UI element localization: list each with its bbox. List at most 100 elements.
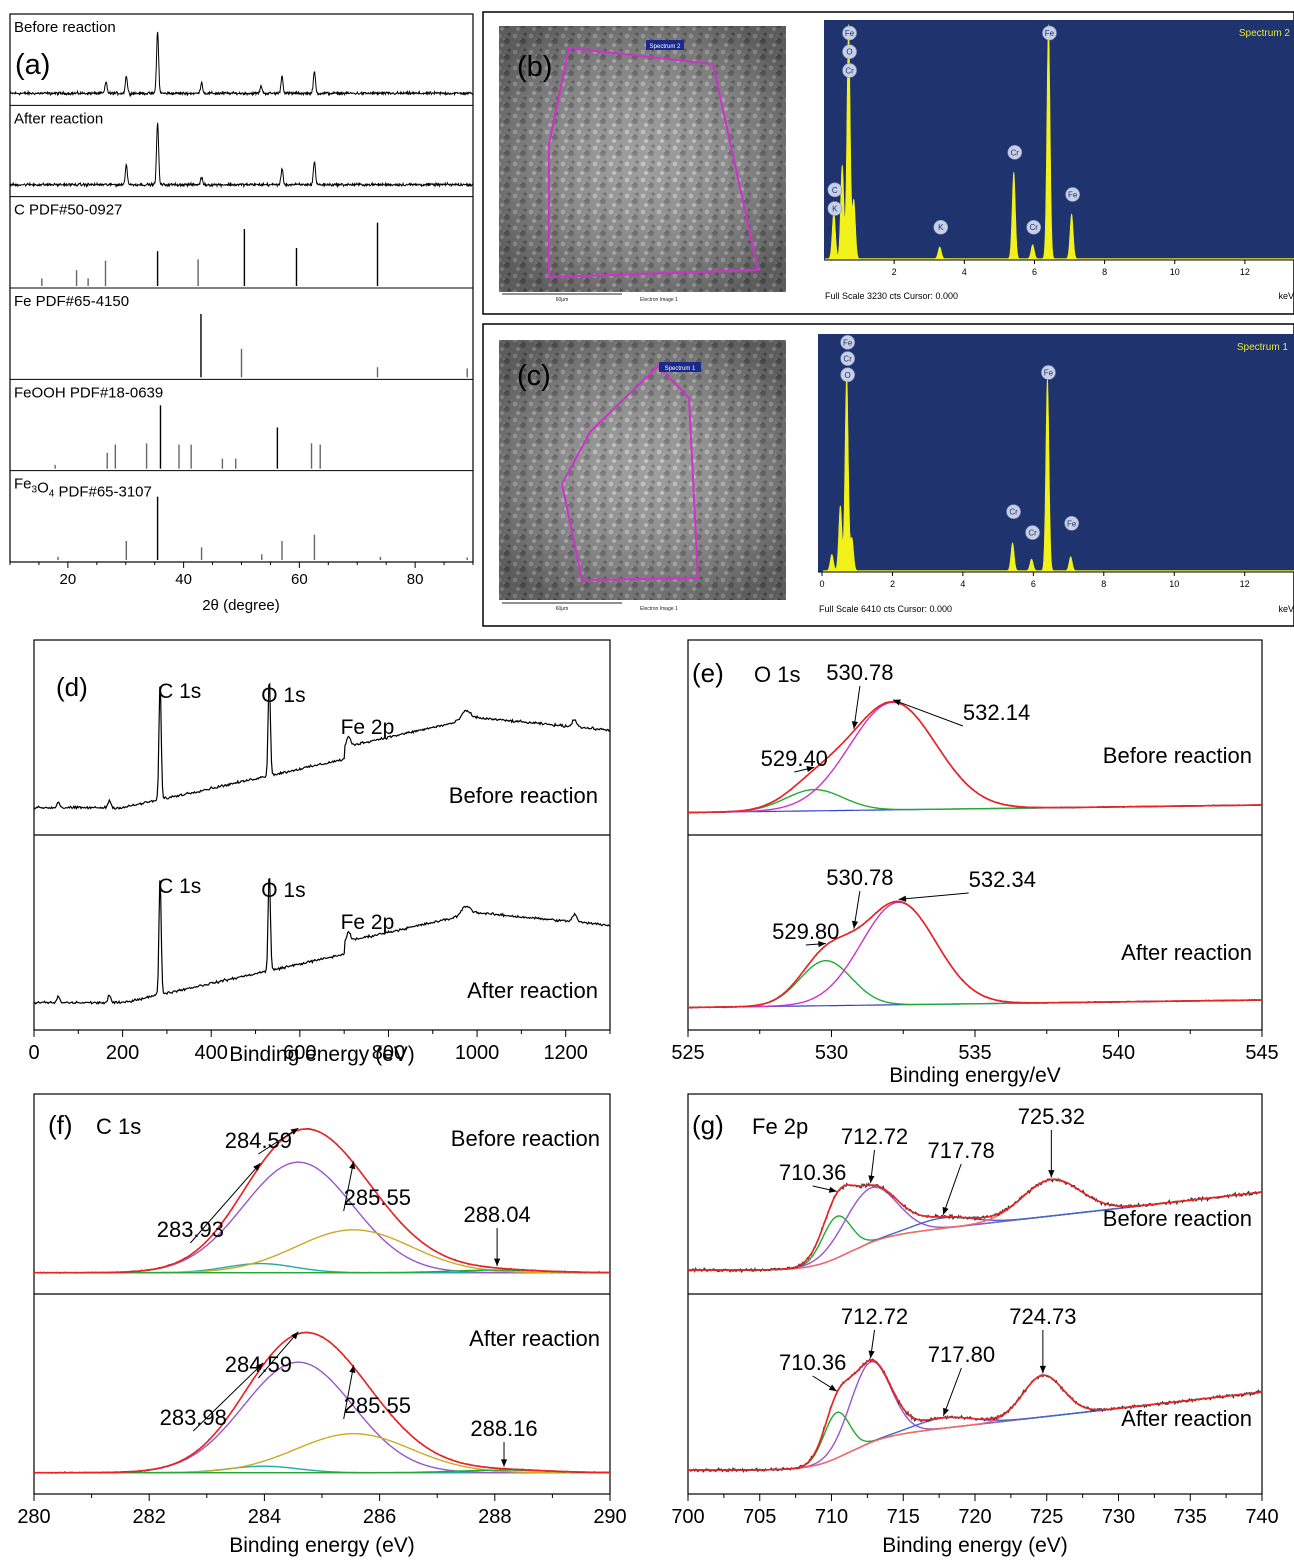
xps-survey-line — [33, 877, 611, 1005]
xps-annotation-arrowhead — [806, 765, 815, 773]
eds-spectrum-peaks — [821, 373, 1294, 573]
xps-fit-envelope — [34, 1128, 610, 1274]
xps-peak-annotation: 724.73 — [1009, 1304, 1076, 1329]
xps-xtick-label: 530 — [815, 1042, 848, 1064]
eds-element-label: Cr — [1028, 529, 1037, 538]
xps-peak-annotation: 284.59 — [225, 1352, 292, 1377]
panel-g-xps: 700 705 710 715 720 725 730 735 740 Binding energ… — [671, 1093, 1279, 1557]
xps-background-line — [688, 1191, 1263, 1271]
xps-peak-annotation: 284.59 — [225, 1128, 292, 1153]
xrd-xtick-label: 60 — [291, 571, 308, 588]
panel-b-spectrum-region — [548, 46, 760, 279]
panel-letter: (g) — [692, 1110, 724, 1140]
eds-element-marker — [840, 335, 855, 350]
panel-b-eds-spectrum: Fe O Cr C K K Cr Cr Fe Fe 2 4 6 8 10 12 — [823, 24, 1294, 277]
eds-element-label: C — [832, 186, 838, 195]
eds-xtick-label: 0 — [819, 579, 824, 589]
xps-peak-annotation: 717.78 — [927, 1138, 994, 1163]
xps-xtick-label: 740 — [1245, 1506, 1278, 1528]
eds-element-label: K — [938, 223, 944, 232]
xrd-strip-label: Before reaction — [14, 19, 116, 36]
xps-peak-annotation: 712.72 — [841, 1124, 908, 1149]
xps-annotation-arrowhead — [291, 1331, 299, 1340]
eds-element-marker — [1006, 504, 1021, 519]
xrd-strip-label: After reaction — [14, 110, 103, 127]
xrd-strip-label: Fe PDF#65-4150 — [14, 293, 129, 310]
eds-xtick-label: 4 — [960, 579, 965, 589]
xps-xtick-label: 1000 — [455, 1042, 500, 1064]
eds-element-marker — [1025, 525, 1040, 540]
xps-annotation-arrowhead — [1039, 1365, 1046, 1374]
xps-xtick-label: 700 — [671, 1506, 704, 1528]
xps-xtick-label: 286 — [363, 1506, 396, 1528]
panel-b-sem-shading — [499, 26, 786, 292]
eds-element-label: Cr — [843, 355, 852, 364]
xrd-strip-label: C PDF#50-0927 — [14, 202, 122, 219]
eds-element-marker — [1064, 515, 1079, 531]
eds-element-marker — [842, 44, 857, 60]
panel-c-letter: (c) — [517, 360, 551, 392]
panel-a-strips: Before reaction After reaction C PDF#50-09… — [9, 19, 474, 560]
xps-annotation-arrowhead — [851, 721, 858, 729]
eds-element-marker — [933, 219, 949, 235]
eds-element-marker — [840, 351, 855, 366]
eds-element-marker — [1042, 25, 1057, 41]
panel-b-letter: (b) — [517, 51, 552, 83]
xps-xtick-label: 730 — [1102, 1506, 1135, 1528]
xps-xlabel: Binding energy (eV) — [882, 1534, 1068, 1557]
xps-fit-component — [688, 1391, 1263, 1471]
xps-xtick-label: 735 — [1174, 1506, 1207, 1528]
xps-xtick-label: 282 — [133, 1506, 166, 1528]
eds-xtick-label: 2 — [890, 579, 895, 589]
xps-annotation-arrowhead — [943, 1407, 949, 1416]
eds-element-marker — [1041, 365, 1056, 380]
xps-xlabel: Binding energy (eV) — [229, 1534, 415, 1557]
xps-peak-annotation: 710.36 — [779, 1160, 846, 1185]
xps-xtick-label: 200 — [106, 1042, 139, 1064]
xps-xtick-label: 725 — [1030, 1506, 1063, 1528]
xps-xtick-label: 1200 — [543, 1042, 588, 1064]
panel-d-xps: 0 200 400 600 800 1000 1200 Binding energy (eV)… — [28, 639, 611, 1066]
xps-annotation-arrowhead — [493, 1258, 501, 1267]
panel-a-letter: (a) — [15, 49, 50, 81]
panel-c-spectrum-region — [560, 364, 700, 582]
xps-annotation-arrowhead — [851, 920, 859, 929]
xps-xtick-label: 0 — [28, 1042, 39, 1064]
panel-title: C 1s — [96, 1114, 141, 1139]
eds-element-label: Fe — [1067, 519, 1077, 528]
eds-element-label: Cr — [1029, 223, 1038, 232]
panel-c-region-tag: Spectrum 1 — [665, 366, 696, 372]
xps-peak-annotation: 285.55 — [344, 1393, 411, 1418]
eds-element-label: O — [845, 371, 851, 380]
xrd-strip-label: FeOOH PDF#18-0639 — [14, 384, 163, 401]
xps-sub-label: Before reaction — [449, 783, 598, 808]
xps-sub-label: After reaction — [1121, 940, 1252, 965]
xps-annotation-arrow — [343, 1365, 355, 1420]
xps-xtick-label: 720 — [958, 1506, 991, 1528]
xps-background-line — [688, 1391, 1263, 1471]
panel-letter: (f) — [48, 1110, 73, 1140]
xps-peak-annotation: 725.32 — [1018, 1104, 1085, 1129]
xps-xtick-label: 525 — [671, 1042, 704, 1064]
eds-spectrum-peaks — [823, 24, 1294, 261]
eds-element-marker — [1065, 187, 1080, 202]
xps-fit-component — [688, 1191, 1263, 1271]
panel-c-frame — [482, 323, 1294, 627]
xps-annotation-arrow — [942, 1367, 962, 1416]
eds-xtick-label: 8 — [1101, 579, 1106, 589]
xps-peak-annotation: O 1s — [261, 879, 305, 902]
xps-annotation-arrow — [192, 1362, 264, 1432]
xps-annotation-arrowhead — [1048, 1170, 1055, 1178]
panel-b-region-tag-bg — [646, 40, 684, 50]
eds-xtick-label: 10 — [1170, 267, 1180, 277]
xps-annotation-arrowhead — [828, 1384, 837, 1392]
panel-b-image-caption: Electron Image 1 — [640, 297, 678, 303]
panel-c-spectrum-title: Spectrum 1 — [1237, 342, 1289, 353]
panel-c-scalebar-text: 60μm — [556, 606, 569, 612]
panel-c-image-caption: Electron Image 1 — [640, 606, 678, 612]
xps-xtick-label: 400 — [195, 1042, 228, 1064]
panel-letter: (e) — [692, 658, 724, 688]
eds-xtick-label: 12 — [1240, 579, 1250, 589]
xps-annotation-arrowhead — [349, 1161, 356, 1170]
xps-peak-annotation: C 1s — [158, 875, 201, 898]
